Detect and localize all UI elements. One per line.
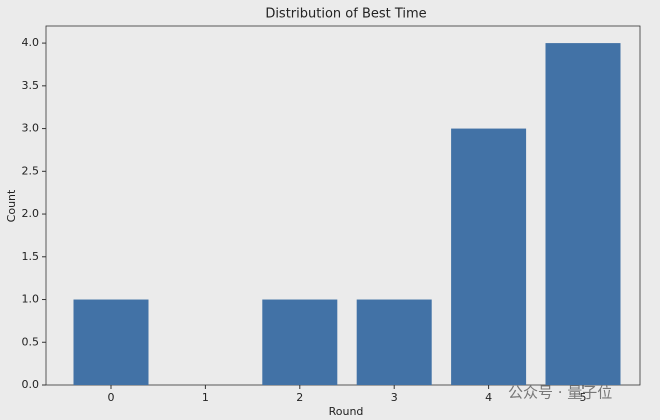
bar: [356, 299, 432, 385]
bar: [73, 299, 149, 385]
y-tick-label: 3.0: [22, 122, 40, 135]
y-tick-label: 3.5: [22, 79, 40, 92]
x-axis-label: Round: [329, 405, 364, 418]
x-tick-label: 4: [485, 391, 492, 404]
y-tick-label: 4.0: [22, 36, 40, 49]
bar: [451, 128, 527, 386]
y-axis-label: Count: [5, 189, 18, 222]
chart-title: Distribution of Best Time: [265, 7, 426, 22]
x-tick-label: 1: [202, 391, 209, 404]
x-tick-label: 5: [580, 391, 587, 404]
bar: [262, 299, 338, 385]
x-tick-label: 0: [108, 391, 115, 404]
y-tick-label: 1.5: [22, 250, 40, 263]
y-tick-label: 0.0: [22, 378, 40, 391]
bar: [545, 43, 621, 385]
y-tick-label: 0.5: [22, 335, 40, 348]
y-tick-label: 2.0: [22, 207, 40, 220]
watermark: 公众号 · 量子位: [508, 384, 612, 402]
x-tick-label: 2: [296, 391, 303, 404]
y-tick-label: 1.0: [22, 293, 40, 306]
y-tick-label: 2.5: [22, 164, 40, 177]
x-tick-label: 3: [391, 391, 398, 404]
